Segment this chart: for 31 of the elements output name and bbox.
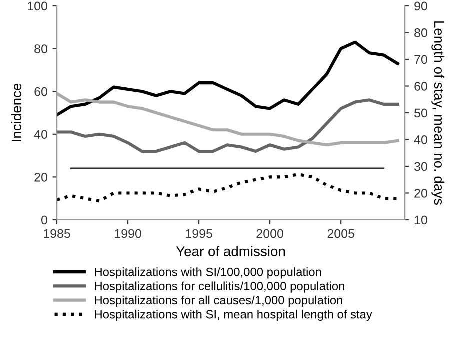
y-axis-title: Incidence [11, 84, 22, 142]
y2-tick-label: 10 [414, 216, 428, 225]
y-tick-label: 0 [42, 216, 48, 225]
legend-label: Hospitalizations for all causes/1,000 population [95, 296, 342, 307]
y2-tick-label: 40 [414, 136, 428, 144]
x-axis-title: Year of admission [176, 246, 286, 256]
y-tick-label: 40 [34, 130, 48, 140]
x-tick-label: 2000 [256, 229, 284, 238]
y2-tick-label: 60 [414, 82, 428, 91]
y2-tick-label: 70 [414, 55, 428, 64]
y-tick-label: 60 [34, 87, 48, 96]
line-series [57, 40, 400, 117]
y-tick-label: 80 [34, 44, 48, 54]
y2-tick-label: 20 [414, 189, 428, 198]
y2-axis-title: Length of stay, mean no. days [432, 22, 445, 206]
line-series [57, 172, 400, 203]
y-tick-label: 100 [28, 2, 48, 11]
x-tick-label: 1990 [115, 229, 142, 238]
y2-tick-label: 90 [414, 2, 428, 11]
line-series [57, 98, 400, 154]
y2-tick-label: 30 [414, 162, 428, 172]
x-tick-label: 1985 [44, 229, 70, 238]
y2-tick-label: 50 [414, 108, 428, 118]
legend-label: Hospitalizations for cellulitis/100,000 population [95, 282, 344, 293]
y-tick-label: 20 [34, 173, 48, 182]
legend-label: Hospitalizations with SI, mean hospital length of stay [95, 310, 372, 322]
line-series [57, 92, 400, 147]
legend-label: Hospitalizations with SI/100,000 population [95, 268, 322, 279]
y2-tick-label: 80 [414, 28, 428, 38]
x-tick-label: 1995 [186, 229, 212, 238]
x-tick-label: 2005 [328, 229, 354, 238]
